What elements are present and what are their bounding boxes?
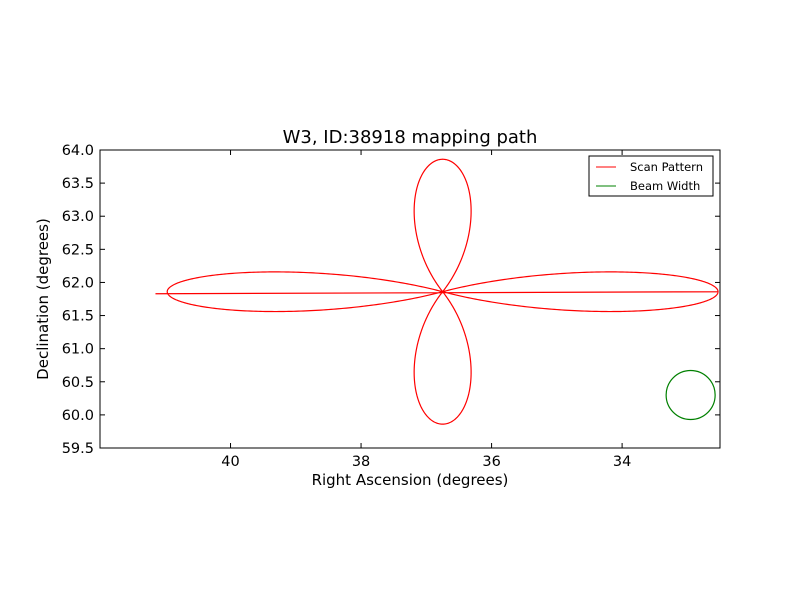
y-tick-label: 62.0 [62,275,94,291]
series-line-scan-pattern [155,158,719,425]
y-tick-label: 64.0 [62,143,94,159]
x-tick-label: 34 [613,454,631,470]
y-tick-label: 60.0 [62,408,94,424]
legend: Scan Pattern Beam Width [588,155,714,197]
legend-label-beam-width: Beam Width [630,179,700,193]
series-circle-beam-width [665,369,716,421]
x-axis-label: Right Ascension (degrees) [312,471,509,489]
y-tick-label: 63.5 [62,176,94,192]
chart-title: W3, ID:38918 mapping path [283,127,538,148]
legend-box [588,155,714,197]
x-tick-label: 38 [352,454,370,470]
y-axis-ticks: 59.5 60.0 60.5 61.0 61.5 62.0 62.5 63.0 63.5 64.0 [62,143,720,457]
x-axis-ticks: 40 38 36 34 [221,150,631,470]
x-tick-label: 40 [221,454,239,470]
plot-frame [99,149,721,449]
legend-label-scan-pattern: Scan Pattern [630,160,703,174]
y-tick-label: 62.5 [62,242,94,258]
y-tick-label: 63.0 [62,209,94,225]
y-tick-label: 59.5 [62,441,94,457]
y-tick-label: 61.0 [62,342,94,358]
series-layer [155,158,719,425]
x-tick-label: 36 [482,454,500,470]
y-tick-label: 60.5 [62,375,94,391]
y-tick-label: 61.5 [62,309,94,325]
y-axis-label: Declination (degrees) [34,218,52,380]
